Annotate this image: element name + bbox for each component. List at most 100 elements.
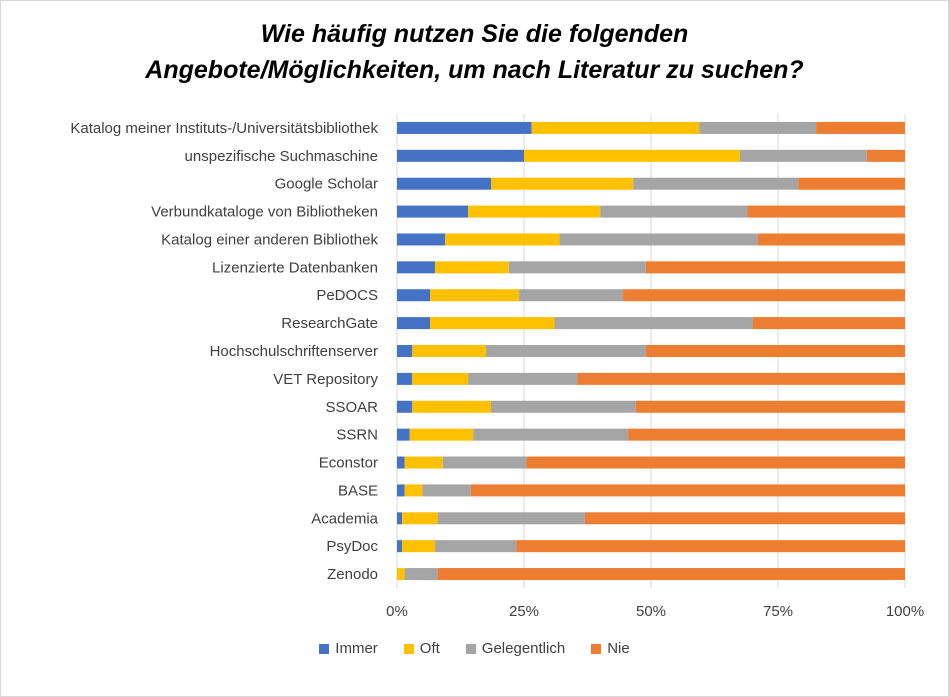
bar-segment [437,568,905,581]
legend-label: Gelegentlich [481,640,566,657]
category-label: Katalog einer anderen Bibliothek [161,231,378,248]
bar-segment [508,261,646,274]
legend-item: Nie [591,640,630,657]
bar-segment [645,345,905,357]
bar-segment [584,512,905,525]
legend-label: Nie [607,640,630,657]
bar-segment [524,149,740,162]
tick-label: 100% [886,603,924,620]
bar-segment [402,540,436,553]
bar-segment [404,456,443,469]
bar-segment [422,484,471,497]
bar-segment [490,177,634,190]
category-label: VET Repository [273,371,378,388]
bar-segment [397,484,405,497]
bar-segment [430,317,555,330]
category-label: SSOAR [325,399,378,416]
bar-segment [397,345,413,357]
bar-segment [404,568,438,581]
category-label: Google Scholar [275,176,378,193]
bar-segment [435,540,517,553]
bar-segment [757,233,905,246]
tick-label: 0% [386,603,408,620]
bar-segment [435,261,509,274]
bar-segment [397,400,413,413]
bar-segment [516,540,905,553]
bar-segment [397,456,405,469]
category-label: Academia [311,510,378,527]
category-label: Hochschulschriftenserver [210,343,378,360]
bar-segment [490,400,636,413]
bar-segment [397,261,436,274]
legend-label: Oft [419,640,440,657]
bar-segment [397,289,431,302]
bar-segment [442,456,527,469]
legend: Immer Oft Gelegentlich Nie [0,640,949,657]
bar-segment [397,568,405,581]
bar-segment [397,317,431,330]
tick-label: 50% [636,603,666,620]
category-label: Econstor [319,455,378,472]
chart-title-line-2: Angebote/Möglichkeiten, um nach Literatu… [145,56,804,84]
bar-segment [816,121,905,134]
bar-segment [430,289,519,302]
bar-segment [577,372,905,385]
category-label: unspezifische Suchmaschine [185,148,378,165]
bar-segment [397,205,469,218]
bar-segment [470,484,905,497]
bar-segment [866,149,905,162]
bar-segment [397,121,532,134]
bar-segment [412,400,491,413]
legend-item: Gelegentlich [465,640,566,657]
bar-segment [554,317,753,330]
legend-item: Immer [319,640,378,657]
category-label: Zenodo [327,566,378,583]
bar-segment [397,512,403,525]
bar-segment [397,177,491,190]
bar-segment [445,233,560,246]
bar-segment [526,456,905,469]
bar-segment [397,372,413,385]
bar-segment [468,372,578,385]
legend-label: Immer [335,640,378,657]
bar-segment [412,345,486,357]
bar-segment [473,428,629,441]
bar-segment [409,428,474,441]
chart-title: Wie häufig nutzen Sie die folgenden Ange… [0,16,949,88]
bar-segment [397,428,410,441]
bar-segment [468,205,601,218]
bar-segment [397,540,403,553]
legend-swatch [465,643,476,654]
bar-segment [699,121,817,134]
legend-swatch [591,643,602,654]
bar-segment [623,289,905,302]
bar-segment [739,149,867,162]
legend-swatch [403,643,414,654]
bar-segment [397,149,524,162]
category-label: BASE [338,482,378,499]
bar-segment [518,289,624,302]
tick-label: 75% [763,603,793,620]
chart-title-line-1: Wie häufig nutzen Sie die folgenden [260,20,689,48]
bar-segment [412,372,469,385]
bar-segment [752,317,905,330]
bar-segment [633,177,799,190]
bar-segment [485,345,646,357]
category-label: Verbundkataloge von Bibliotheken [151,204,378,221]
bar-segment [747,205,905,218]
bar-segment [600,205,748,218]
bar-segment [628,428,905,441]
bar-segment [531,121,700,134]
category-label: PeDOCS [316,287,378,304]
bar-segment [559,233,758,246]
bar-segment [645,261,905,274]
legend-item: Oft [403,640,440,657]
bar-segment [404,484,423,497]
category-label: PsyDoc [326,538,378,555]
tick-label: 25% [509,603,539,620]
category-label: SSRN [336,427,378,444]
bar-segment [402,512,438,525]
bar-segment [798,177,905,190]
bar-segment [437,512,585,525]
